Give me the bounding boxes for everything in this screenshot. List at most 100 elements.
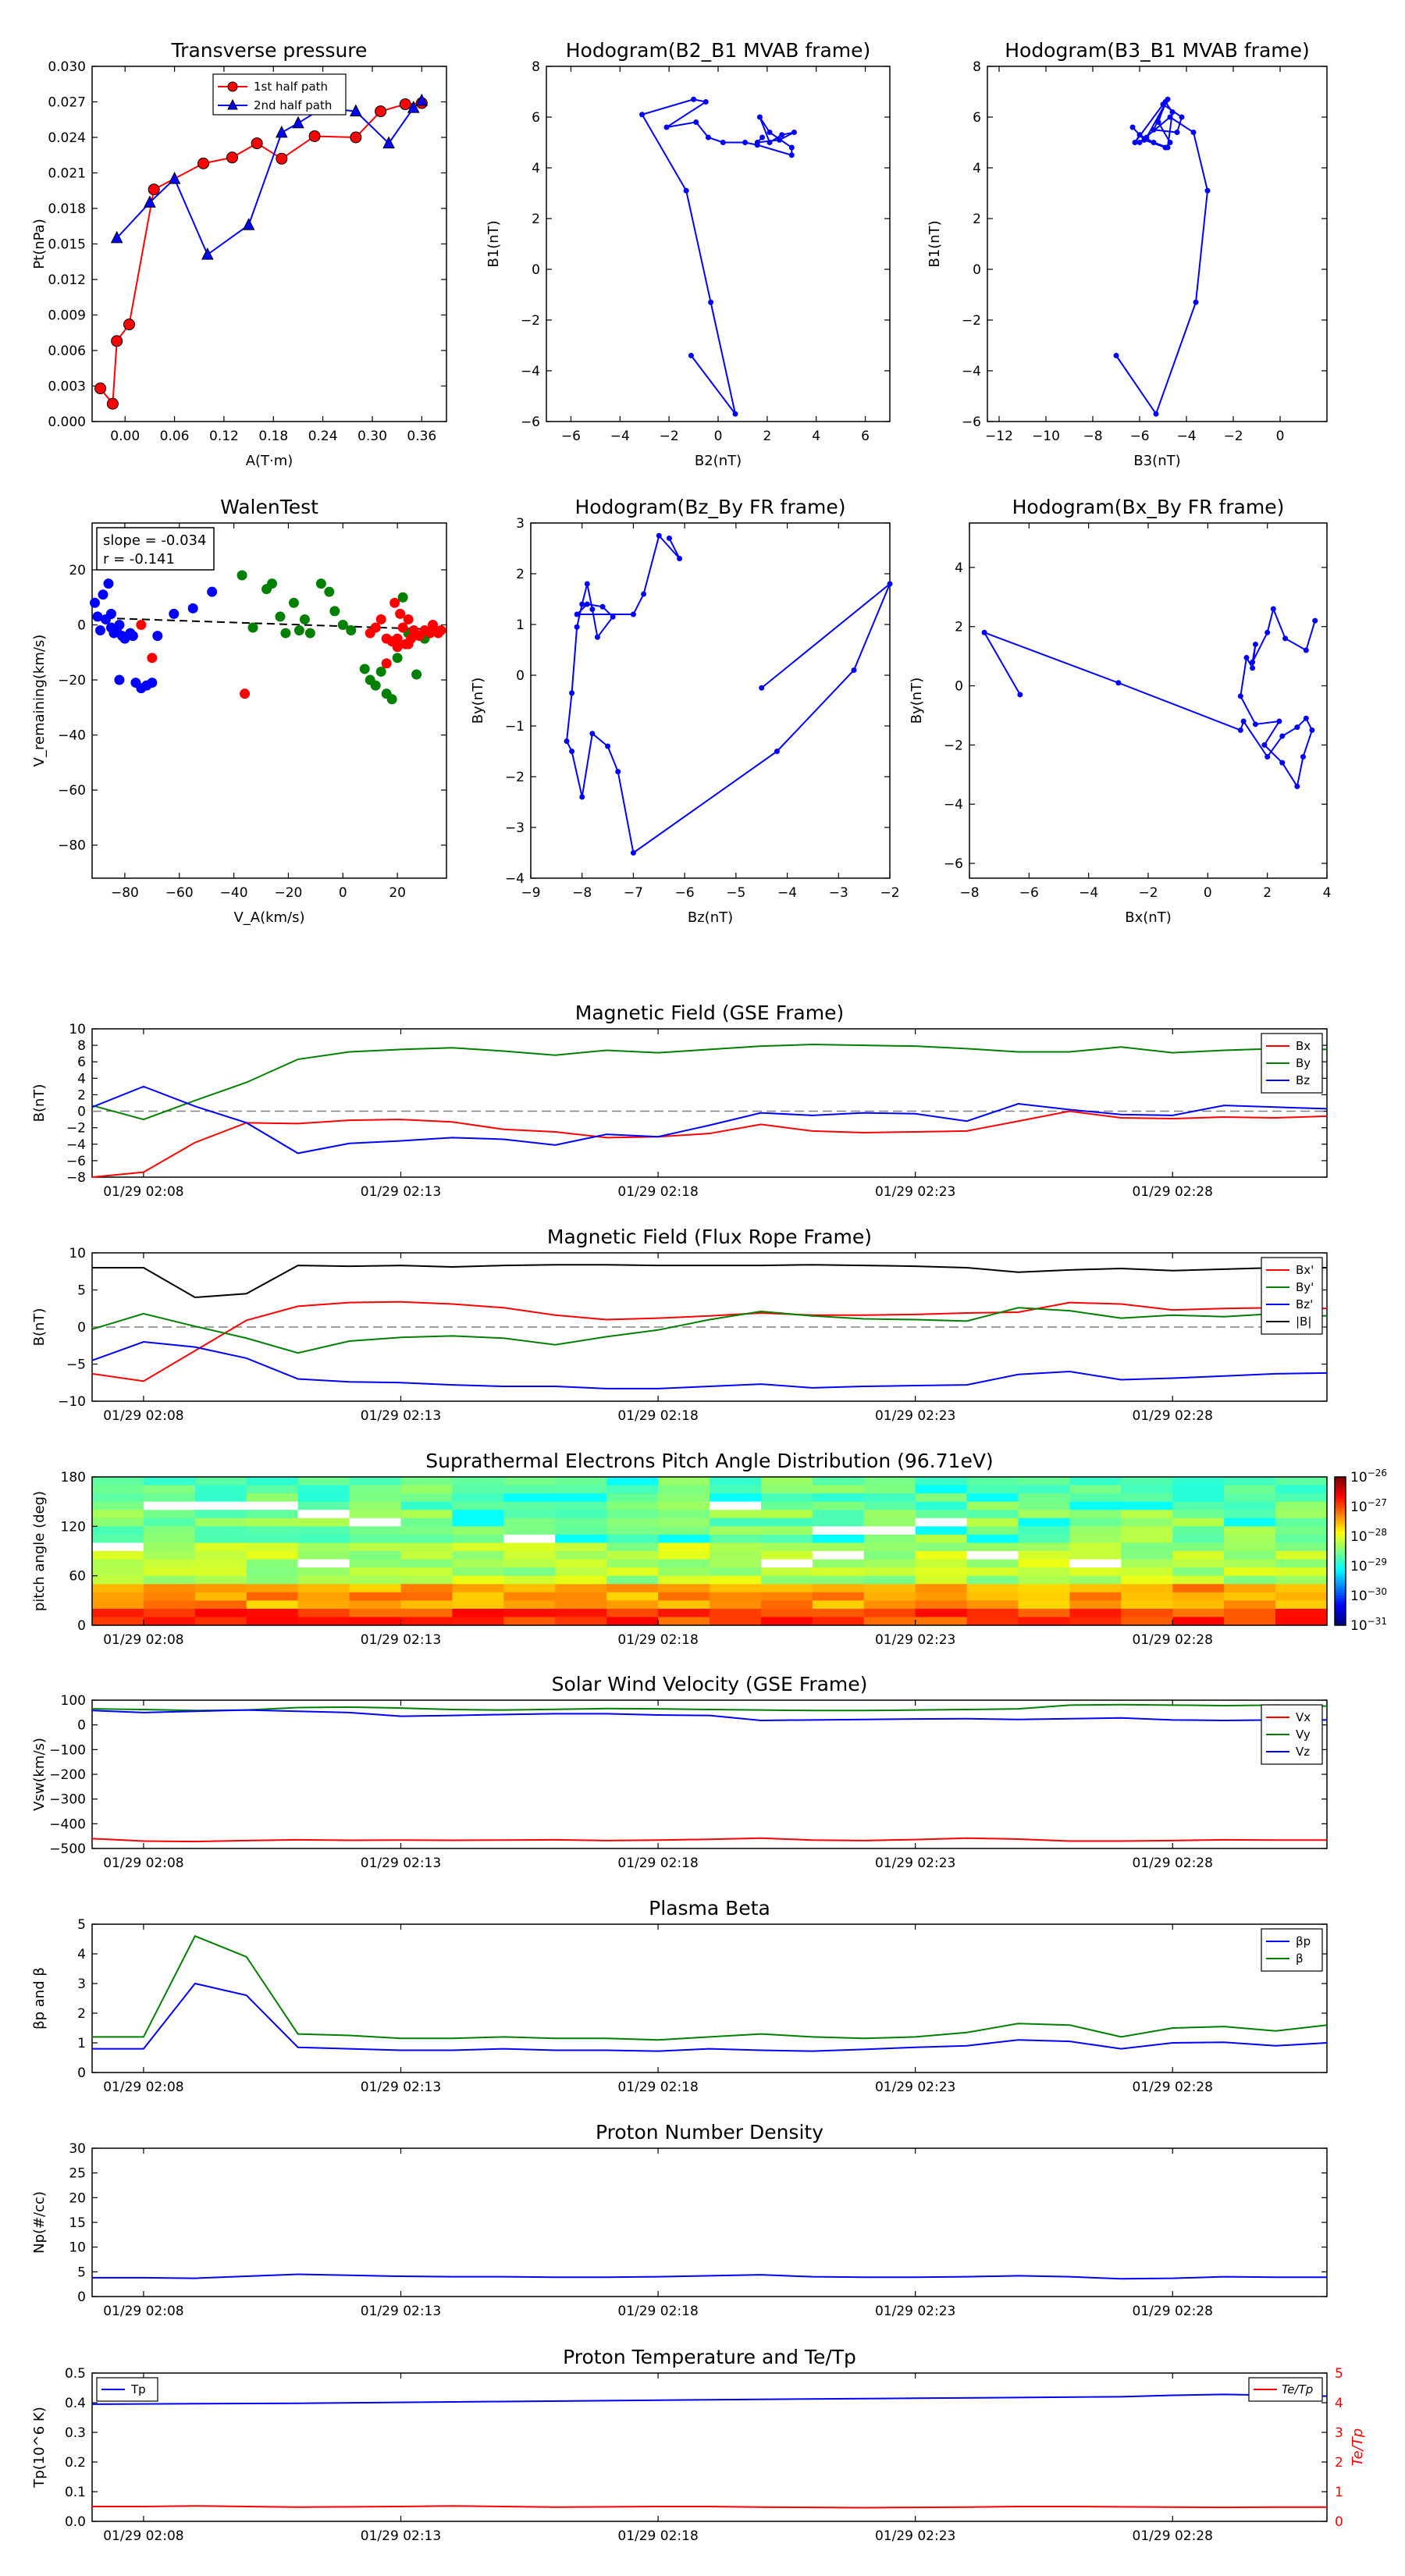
vsw-xtick-label: 01/29 02:18 — [617, 1856, 698, 1871]
pad-cell — [915, 1501, 968, 1510]
pad-colorbar-label: 10−27 — [1350, 1497, 1387, 1515]
pad-cell — [503, 1542, 556, 1552]
pad-cell — [915, 1600, 968, 1610]
pad-cell — [555, 1501, 607, 1510]
h3-ytick-label: −4 — [505, 871, 525, 887]
wt-point — [89, 597, 100, 608]
wt-point — [147, 678, 158, 688]
tp-marker — [201, 247, 214, 260]
pad-cell — [143, 1592, 196, 1601]
pad-cell — [1172, 1517, 1225, 1527]
pad-cell — [966, 1617, 1019, 1626]
pad-cell — [658, 1542, 710, 1552]
wt-point — [346, 625, 357, 636]
h3-marker — [589, 607, 596, 612]
mf_gse-ytick-label: −8 — [66, 1170, 86, 1186]
pad-cell — [812, 1517, 865, 1527]
h3-marker — [579, 794, 585, 800]
tp-xtick-label: 0.24 — [308, 429, 338, 444]
h3-xtick-label: −6 — [675, 885, 695, 901]
pad-cell — [349, 1551, 402, 1560]
tp2-frame — [91, 2372, 1328, 2522]
vsw-ytick-label: −400 — [49, 1816, 86, 1832]
pad-cell — [1069, 1526, 1122, 1535]
beta-xtick-label: 01/29 02:28 — [1133, 2080, 1213, 2095]
tp-marker — [308, 130, 321, 142]
h4-marker — [1250, 659, 1256, 665]
mf_gse-ylabel: B(nT) — [31, 1084, 48, 1123]
pad-cell — [915, 1485, 968, 1494]
pad-cell — [606, 1584, 659, 1593]
pad-colorbar-cell — [1335, 1598, 1346, 1601]
pad-cell — [92, 1477, 144, 1486]
h1-marker — [702, 99, 709, 105]
h4-marker — [1303, 647, 1309, 653]
pad-cell — [349, 1493, 402, 1503]
chart-h4: Hodogram(Bx_By FR frame) −8 −6 −4 −2 0 2 4 −6 −4 −… — [909, 496, 1331, 926]
chart-h1: Hodogram(B2_B1 MVAB frame) −6 −4 −2 0 2 4 6 −6 −4… — [486, 39, 891, 469]
h1-xtick-label: −2 — [660, 429, 679, 444]
h2-ytick-label: 4 — [973, 161, 981, 176]
wt-point — [375, 614, 386, 624]
h4-marker — [1294, 724, 1300, 731]
pad-cell — [966, 1485, 1019, 1494]
mf_gse-xtick-label: 01/29 02:13 — [361, 1184, 441, 1200]
chart-h3: Hodogram(Bz_By FR frame) −9 −8 −7 −6 −5 −4 −3 −2… — [470, 496, 900, 926]
pad-ylabel: pitch angle (deg) — [31, 1491, 48, 1611]
pad-cell — [760, 1559, 813, 1568]
pad-colorbar-cell — [1335, 1583, 1346, 1586]
pad-cell — [1224, 1534, 1276, 1544]
chart-tp2: Proton Temperature and Te/Tp 01/29 02:08 0… — [31, 2346, 1366, 2544]
pad-colorbar-cell — [1335, 1536, 1346, 1539]
wt-point — [304, 628, 315, 639]
pad-colorbar-cell — [1335, 1605, 1346, 1609]
pad-cell — [92, 1617, 144, 1626]
h3-ytick-label: 3 — [516, 516, 525, 532]
tp2-ytick-label: 0.1 — [65, 2485, 86, 2500]
pad-cell — [1121, 1493, 1173, 1503]
pad-cell — [297, 1551, 350, 1560]
pad-cell — [1224, 1493, 1276, 1503]
pad-colorbar-cell — [1335, 1503, 1346, 1507]
pad-cell — [1018, 1617, 1071, 1626]
h1-marker — [691, 96, 697, 102]
pad-cell — [92, 1575, 144, 1585]
pad-cell — [400, 1567, 454, 1577]
pad-cell — [1069, 1575, 1122, 1585]
pad-cell — [915, 1592, 968, 1601]
pad-cell — [606, 1608, 659, 1618]
pad-cell — [606, 1526, 659, 1535]
mf_fr-xtick-label: 01/29 02:28 — [1133, 1408, 1213, 1424]
pad-cell — [966, 1510, 1019, 1519]
pad-colorbar-cell — [1335, 1617, 1346, 1621]
pad-cell — [452, 1485, 504, 1494]
h2-marker — [1141, 137, 1147, 143]
pad-cell — [658, 1517, 710, 1527]
pad-colorbar-label: 10−29 — [1350, 1557, 1387, 1574]
beta-ytick-label: 0 — [77, 2065, 86, 2081]
pad-cell — [194, 1584, 247, 1593]
pad-cell — [1224, 1567, 1276, 1577]
wt-point — [169, 608, 180, 619]
pad-cell — [92, 1567, 144, 1577]
pad-colorbar: 10−26 10−27 10−28 10−29 10−30 10−31 — [1334, 1468, 1387, 1634]
wt-point — [397, 592, 408, 603]
h4-xtick-label: −6 — [1019, 885, 1039, 901]
h4-marker — [1282, 635, 1289, 642]
h4-ylabel: By(nT) — [909, 678, 925, 724]
pad-colorbar-cell — [1335, 1501, 1346, 1505]
pad-xtick-label: 01/29 02:08 — [103, 1632, 183, 1648]
wt-point — [370, 680, 381, 691]
pad-cell — [710, 1608, 762, 1618]
beta-xtick-label: 01/29 02:23 — [875, 2080, 955, 2095]
pad-cell — [966, 1608, 1019, 1618]
vsw-xtick-label: 01/29 02:08 — [103, 1856, 183, 1871]
pad-cell — [400, 1600, 454, 1610]
pad-cell — [863, 1526, 916, 1535]
tp2-legend-right: Te/Tp — [1248, 2377, 1323, 2402]
pad-cell — [658, 1551, 710, 1560]
pad-cell — [710, 1617, 762, 1626]
pad-cell — [503, 1559, 556, 1568]
pad-cell — [555, 1526, 607, 1535]
mf_fr-series-line — [91, 1300, 1328, 1382]
